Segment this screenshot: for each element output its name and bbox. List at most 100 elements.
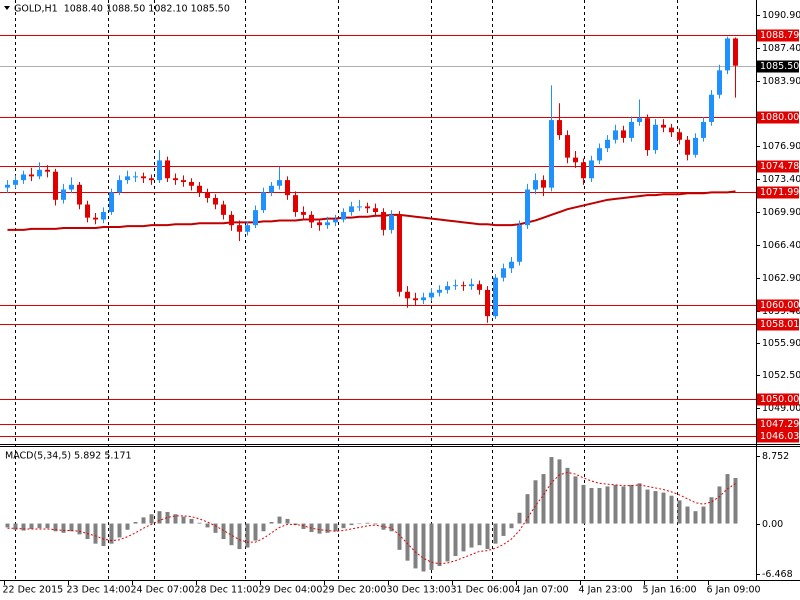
macd-bar [421,523,426,572]
candle-body [317,222,322,226]
macd-bar [389,523,394,532]
macd-bar [581,484,586,524]
candle-body [485,289,490,317]
moving-average [7,190,736,231]
macd-bar [637,483,642,524]
candle-body [661,124,666,128]
macd-bar [181,516,186,524]
candle-body [549,120,554,188]
macd-bar [661,492,666,524]
candle-body [565,135,570,158]
candle-body [733,38,738,66]
macd-bar [693,511,698,524]
macd-bar [405,523,410,561]
candle-body [229,214,234,226]
level-label-box [757,418,799,431]
macd-bar [429,523,434,570]
candle-body [701,121,706,138]
candle-body [141,176,146,179]
candle-body [205,192,210,198]
candle-body [533,180,538,190]
candle-body [373,208,378,213]
macd-bar [573,476,578,524]
macd-title: MACD(5,34,5) 5.892 5.171 [5,451,132,462]
macd-bar [37,523,42,529]
candle-body [245,225,250,232]
candle-body [221,204,226,215]
macd-bar [5,523,10,528]
candle-body [493,277,498,317]
macd-bar [325,523,330,533]
macd-bar [725,474,730,524]
candle-body [237,225,242,232]
candle-body [325,222,330,226]
candle-body [645,118,650,151]
candle-body [293,195,298,213]
candle-body [333,219,338,223]
x-tick-label: 22 Dec 2015 [3,585,64,596]
candle-body [301,212,306,215]
candle-body [365,206,370,209]
level-label-box [757,29,799,42]
macd-bar [589,487,594,524]
macd-bar [229,523,234,546]
candle-body [277,180,282,186]
candle-body [605,139,610,149]
candle-body [597,148,602,161]
macd-bar [141,517,146,524]
candle-body [117,180,122,193]
candle-body [613,130,618,140]
candle-body [669,127,674,133]
macd-bar [21,523,26,531]
macd-bar [125,523,130,530]
candle-body [653,124,658,151]
y-tick-label: 1076.90 [762,141,800,152]
macd-bar [189,518,194,524]
candle-body [453,285,458,287]
y-tick-label: 1087.40 [762,43,800,54]
macd-bar [605,486,610,524]
candle-body [309,214,314,223]
x-tick-label: 28 Dec 11:00 [195,585,259,596]
level-label-box [757,430,799,443]
macd-bar [157,511,162,524]
candle-body [61,189,66,200]
macd-bar [341,523,346,529]
macd-bar [485,523,490,550]
y-tick-label: 1069.90 [762,207,800,218]
macd-bar [541,474,546,524]
macd-bar [213,523,218,533]
x-tick-label: 6 Jan 09:00 [707,585,761,596]
candle-body [677,132,682,140]
candle-body [525,189,530,226]
candle-body [53,171,58,200]
level-label: 1058.01 [760,319,799,330]
bid-label-box [757,60,799,73]
level-label-box [757,186,799,199]
macd-bar [685,506,690,524]
candle-body [693,137,698,155]
level-label: 1047.29 [760,419,799,430]
candle-body [341,212,346,220]
level-label: 1071.99 [760,187,799,198]
macd-y-tick-label: -6.468 [762,569,793,580]
candle-body [589,160,594,179]
candle-body [397,214,402,292]
candle-body [173,178,178,181]
candle-body [69,184,74,190]
candle-body [621,130,626,138]
candle-body [125,176,130,181]
macd-bar [533,480,538,524]
macd-bar [269,522,274,524]
menu-arrow[interactable] [4,6,10,10]
macd-bar [317,523,322,534]
macd-bar [381,523,386,530]
macd-bar [61,523,66,533]
level-label-box [757,318,799,331]
macd-bar [245,523,250,548]
candle-body [725,38,730,71]
x-tick-label: 5 Jan 16:00 [643,585,697,596]
level-label: 1050.00 [760,394,799,405]
